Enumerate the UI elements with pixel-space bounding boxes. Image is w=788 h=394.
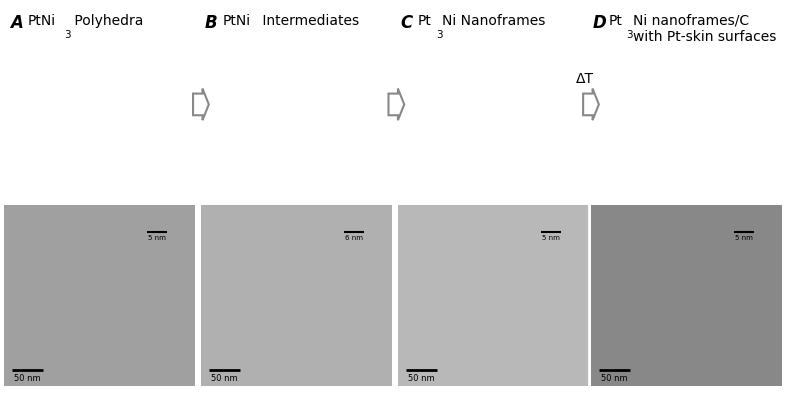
Text: Polyhedra: Polyhedra: [70, 14, 143, 28]
Text: B: B: [205, 14, 217, 32]
FancyArrow shape: [583, 89, 599, 120]
Bar: [4, 205, 195, 386]
Bar: [591, 2, 782, 195]
Text: PtNi: PtNi: [222, 14, 251, 28]
Text: 6 nm: 6 nm: [345, 235, 363, 241]
Bar: [201, 2, 392, 195]
Text: 3: 3: [64, 30, 70, 39]
Text: 3: 3: [626, 30, 633, 39]
Text: 50 nm: 50 nm: [408, 374, 435, 383]
Text: 50 nm: 50 nm: [211, 374, 238, 383]
Text: D: D: [593, 14, 606, 32]
Text: C: C: [0, 393, 1, 394]
Bar: [398, 205, 589, 386]
Text: 50 nm: 50 nm: [601, 374, 628, 383]
Text: Pt: Pt: [418, 14, 432, 28]
Bar: [4, 2, 195, 195]
Text: PtNi: PtNi: [28, 14, 56, 28]
Text: ΔT: ΔT: [576, 72, 593, 86]
Text: A: A: [10, 14, 23, 32]
Text: B: B: [0, 393, 1, 394]
Text: Ni Nanoframes: Ni Nanoframes: [442, 14, 545, 28]
Text: Intermediates: Intermediates: [258, 14, 359, 28]
Bar: [398, 2, 589, 195]
Text: 50 nm: 50 nm: [14, 374, 41, 383]
Bar: [591, 205, 782, 386]
Text: A: A: [0, 393, 1, 394]
Text: Ni nanoframes/C
with Pt-skin surfaces: Ni nanoframes/C with Pt-skin surfaces: [633, 14, 776, 44]
Text: D: D: [0, 393, 1, 394]
Bar: [201, 205, 392, 386]
Text: Pt: Pt: [608, 14, 623, 28]
Text: C: C: [400, 14, 413, 32]
Text: 5 nm: 5 nm: [735, 235, 753, 241]
Text: 5 nm: 5 nm: [148, 235, 166, 241]
Text: 5 nm: 5 nm: [542, 235, 560, 241]
FancyArrow shape: [193, 89, 209, 120]
Text: 3: 3: [436, 30, 442, 39]
FancyArrow shape: [388, 89, 404, 120]
